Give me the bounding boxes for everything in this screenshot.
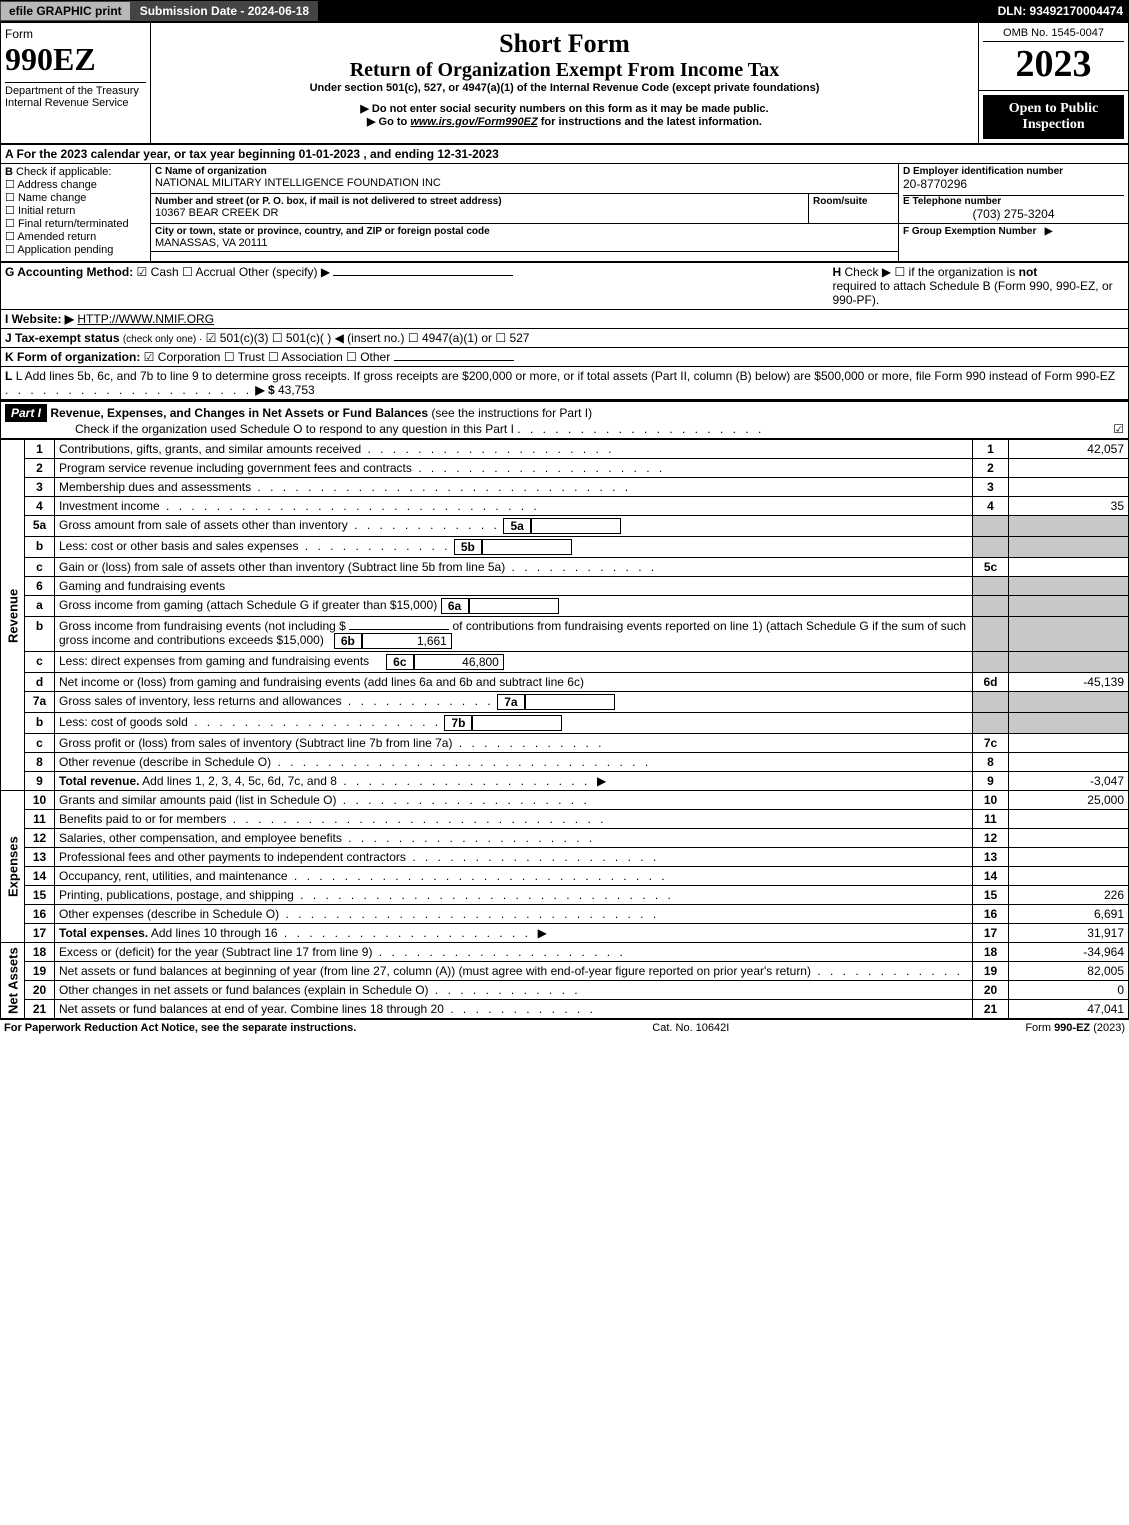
cb-501c3[interactable]: ☑ 501(c)(3): [206, 331, 269, 345]
dln-label: DLN: 93492170004474: [998, 4, 1129, 18]
form-header-table: Form 990EZ Department of the Treasury In…: [0, 22, 1129, 144]
cb-final-return[interactable]: ☐ Final return/terminated: [5, 217, 146, 230]
line16-amt: 6,691: [1009, 905, 1129, 924]
line1-amt: 42,057: [1009, 440, 1129, 459]
efile-print-button[interactable]: efile GRAPHIC print: [0, 1, 131, 21]
website-link[interactable]: HTTP://WWW.NMIF.ORG: [77, 312, 214, 326]
cb-4947[interactable]: ☐ 4947(a)(1) or: [408, 331, 492, 345]
line6b-amt: 1,661: [362, 633, 452, 649]
lines-table: Revenue 1 Contributions, gifts, grants, …: [0, 439, 1129, 1019]
phone-value: (703) 275-3204: [903, 207, 1124, 221]
cb-address-change[interactable]: ☐ Address change: [5, 178, 146, 191]
revenue-vert-label: Revenue: [1, 440, 25, 791]
cb-k-other[interactable]: ☐ Other: [346, 350, 390, 364]
return-title: Return of Organization Exempt From Incom…: [157, 59, 972, 82]
f-label: F Group Exemption Number ▶: [903, 226, 1124, 237]
top-bar: efile GRAPHIC print Submission Date - 20…: [0, 0, 1129, 22]
cb-accrual[interactable]: ☐ Accrual: [182, 265, 235, 279]
section-g-table: G Accounting Method: ☑ Cash ☐ Accrual Ot…: [0, 262, 1129, 400]
line15-amt: 226: [1009, 886, 1129, 905]
cb-initial-return[interactable]: ☐ Initial return: [5, 204, 146, 217]
line20-amt: 0: [1009, 981, 1129, 1000]
dept-treasury: Department of the Treasury: [5, 85, 146, 97]
cb-assoc[interactable]: ☐ Association: [268, 350, 343, 364]
line18-amt: -34,964: [1009, 943, 1129, 962]
city-value: MANASSAS, VA 20111: [155, 237, 894, 249]
netassets-vert-label: Net Assets: [1, 943, 25, 1019]
footer-left: For Paperwork Reduction Act Notice, see …: [4, 1022, 356, 1034]
line4-amt: 35: [1009, 497, 1129, 516]
cb-amended-return[interactable]: ☐ Amended return: [5, 230, 146, 243]
room-label: Room/suite: [813, 196, 894, 207]
dept-irs: Internal Revenue Service: [5, 97, 146, 109]
l-gross-receipts: 43,753: [278, 383, 315, 397]
form-word: Form: [5, 27, 146, 41]
section-a-table: A For the 2023 calendar year, or tax yea…: [0, 144, 1129, 262]
cb-h-check[interactable]: ☐: [894, 265, 905, 279]
cb-cash[interactable]: ☑ Cash: [137, 265, 179, 279]
street-label: Number and street (or P. O. box, if mail…: [155, 196, 804, 207]
omb-number: OMB No. 1545-0047: [983, 27, 1124, 42]
street-value: 10367 BEAR CREEK DR: [155, 207, 804, 219]
cb-corp[interactable]: ☑ Corporation: [144, 350, 221, 364]
cb-schedule-o[interactable]: ☑: [1113, 422, 1124, 436]
cb-trust[interactable]: ☐ Trust: [224, 350, 265, 364]
expenses-vert-label: Expenses: [1, 791, 25, 943]
instr-goto: ▶ Go to www.irs.gov/Form990EZ for instru…: [157, 115, 972, 128]
line10-amt: 25,000: [1009, 791, 1129, 810]
e-label: E Telephone number: [903, 195, 1124, 207]
subtitle: Under section 501(c), 527, or 4947(a)(1)…: [157, 82, 972, 94]
line19-amt: 82,005: [1009, 962, 1129, 981]
line9-amt: -3,047: [1009, 772, 1129, 791]
part1-header-table: Part I Revenue, Expenses, and Changes in…: [0, 400, 1129, 439]
footer: For Paperwork Reduction Act Notice, see …: [0, 1019, 1129, 1036]
line17-amt: 31,917: [1009, 924, 1129, 943]
form-number: 990EZ: [5, 41, 146, 78]
instr-ssn: ▶ Do not enter social security numbers o…: [157, 102, 972, 115]
part1-badge: Part I: [5, 404, 47, 422]
city-label: City or town, state or province, country…: [155, 226, 894, 237]
line6c-amt: 46,800: [414, 654, 504, 670]
tax-year: 2023: [983, 42, 1124, 86]
cb-other-method[interactable]: Other (specify) ▶: [239, 265, 330, 279]
c-name-label: C Name of organization: [155, 166, 894, 177]
ein-value: 20-8770296: [903, 177, 1124, 191]
irs-link[interactable]: www.irs.gov/Form990EZ: [410, 116, 537, 128]
cb-501c[interactable]: ☐ 501(c)( ) ◀ (insert no.): [272, 331, 405, 345]
open-public-badge: Open to Public Inspection: [983, 95, 1124, 139]
submission-date-button[interactable]: Submission Date - 2024-06-18: [131, 1, 318, 21]
footer-right: Form 990-EZ (2023): [1025, 1022, 1125, 1034]
d-label: D Employer identification number: [903, 166, 1124, 177]
line21-amt: 47,041: [1009, 1000, 1129, 1019]
cb-527[interactable]: ☐ 527: [495, 331, 529, 345]
cb-application-pending[interactable]: ☐ Application pending: [5, 243, 146, 256]
short-form-title: Short Form: [157, 29, 972, 59]
org-name: NATIONAL MILITARY INTELLIGENCE FOUNDATIO…: [155, 177, 894, 189]
line6d-amt: -45,139: [1009, 673, 1129, 692]
cb-name-change[interactable]: ☐ Name change: [5, 191, 146, 204]
footer-cat: Cat. No. 10642I: [652, 1022, 729, 1034]
line-a: A For the 2023 calendar year, or tax yea…: [1, 145, 1129, 164]
